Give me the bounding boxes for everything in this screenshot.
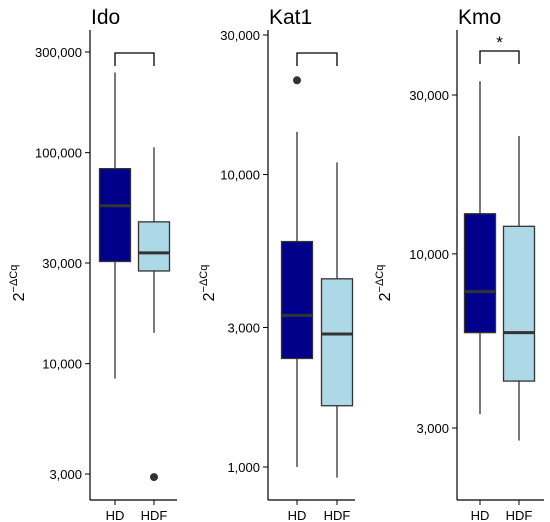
panel-ido: Ido 3,000 10,000 30,000 100,000 300,000 2−ΔCq H… — [8, 6, 177, 522]
comparison-bracket — [479, 50, 520, 64]
y-tick-label: 30,000 — [220, 28, 260, 43]
x-tick-label: HDF — [506, 508, 533, 522]
y-axis-label-exponent: −ΔCq — [374, 265, 386, 293]
y-tick-label: 100,000 — [35, 146, 82, 161]
y-axis-label-base: 2 — [11, 292, 28, 301]
y-tick-label: 10,000 — [220, 168, 260, 183]
x-tick-label: HDF — [141, 508, 168, 522]
outlier-point — [150, 473, 158, 482]
y-axis-label: 2−ΔCq — [8, 265, 28, 302]
y-tick-label: 10,000 — [42, 357, 82, 372]
box-hdf — [502, 135, 536, 441]
outlier-point — [293, 76, 301, 85]
box-hd — [463, 81, 497, 415]
panel-kmo: Kmo 3,000 10,000 30,000 2−ΔCq HD HDF * — [374, 6, 544, 522]
y-tick-label: 30,000 — [42, 256, 82, 271]
y-tick-label: 3,000 — [227, 320, 260, 335]
x-tick-label: HD — [471, 508, 490, 522]
y-tick-label: 3,000 — [49, 467, 82, 482]
box-hdf — [137, 147, 171, 482]
box-body — [137, 221, 171, 272]
y-axis-label-base: 2 — [377, 292, 394, 301]
y-tick-label: 30,000 — [409, 88, 449, 103]
y-tick-label: 300,000 — [35, 45, 82, 60]
comparison-bracket — [296, 52, 338, 66]
y-axis-label-base: 2 — [201, 292, 218, 301]
box-hd — [98, 72, 132, 379]
box-body — [280, 240, 314, 360]
box-body — [320, 278, 354, 407]
panel-kat1: Kat1 1,000 3,000 10,000 30,000 2−ΔCq HD HDF — [198, 6, 355, 522]
x-tick-label: HD — [106, 508, 125, 522]
y-axis-label-exponent: −ΔCq — [198, 265, 210, 293]
y-axis-label-exponent: −ΔCq — [8, 265, 20, 293]
box-hdf — [320, 162, 354, 478]
box-hd — [280, 76, 314, 467]
box-body — [463, 213, 497, 334]
box-body — [98, 167, 132, 263]
significance-label: * — [496, 33, 503, 52]
y-axis-label: 2−ΔCq — [374, 265, 394, 302]
y-tick-label: 1,000 — [227, 460, 260, 475]
box-body — [502, 225, 536, 382]
y-axis-label: 2−ΔCq — [198, 265, 218, 302]
x-tick-label: HDF — [324, 508, 351, 522]
panel-title: Kat1 — [269, 6, 312, 29]
panel-title: Kmo — [458, 6, 501, 29]
y-tick-label: 10,000 — [409, 247, 449, 262]
x-tick-label: HD — [288, 508, 307, 522]
comparison-bracket — [114, 52, 155, 66]
y-tick-label: 3,000 — [416, 421, 449, 436]
panel-title: Ido — [91, 6, 120, 29]
